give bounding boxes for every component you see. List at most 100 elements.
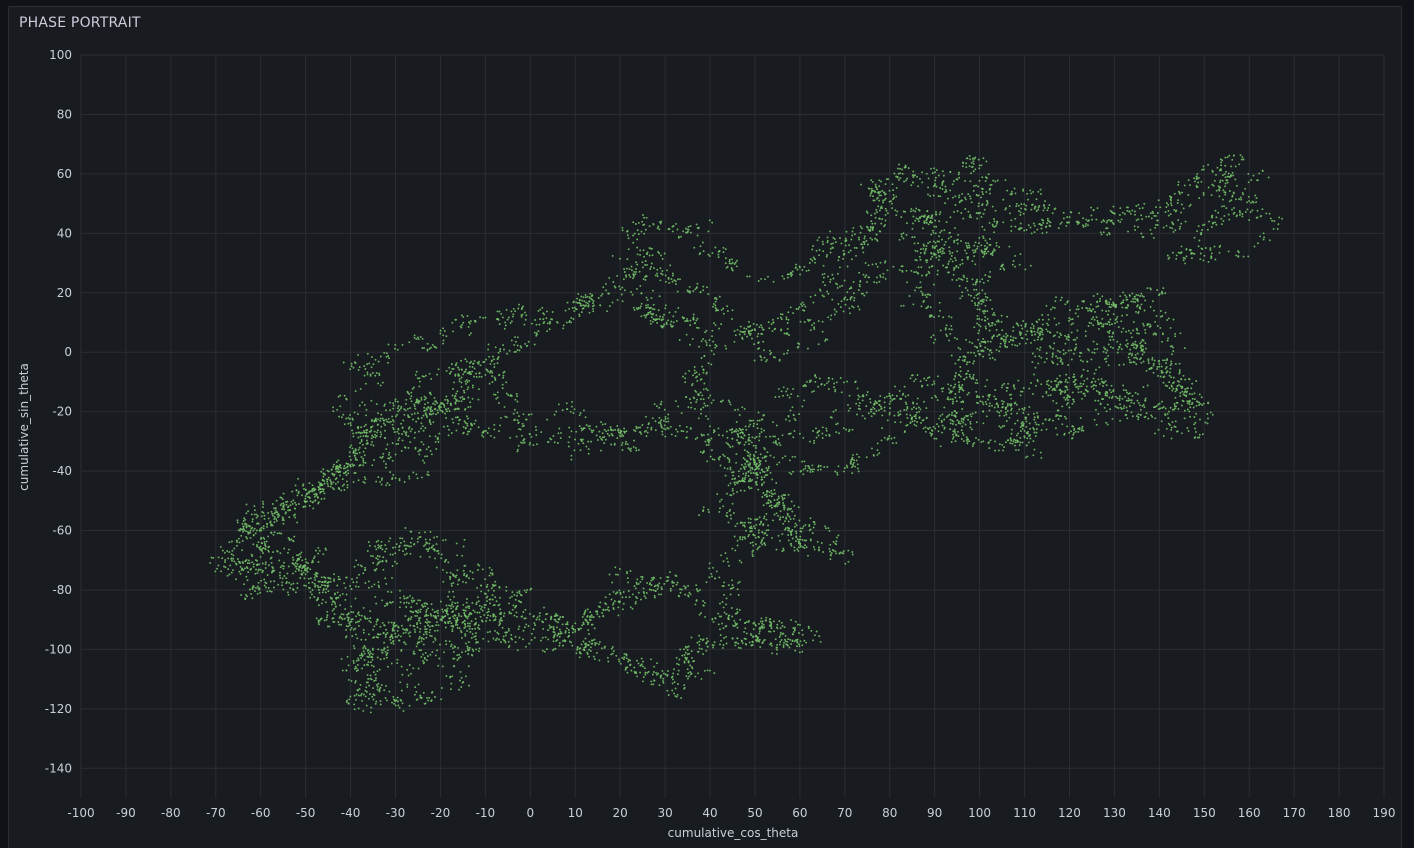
scatter-point xyxy=(1137,203,1140,206)
scatter-point xyxy=(678,339,681,341)
scatter-point xyxy=(644,278,647,281)
scatter-point xyxy=(471,424,474,427)
scatter-point xyxy=(385,582,388,585)
scatter-point xyxy=(377,636,379,639)
scatter-point xyxy=(842,257,845,260)
scatter-point xyxy=(605,430,608,433)
scatter-point xyxy=(697,590,700,593)
scatter-point xyxy=(794,620,797,623)
scatter-point xyxy=(391,415,394,418)
scatter-point xyxy=(295,559,298,562)
scatter-point xyxy=(344,636,347,639)
scatter-point xyxy=(736,637,739,640)
scatter-point xyxy=(797,549,800,552)
scatter-point xyxy=(757,280,760,282)
scatter-point xyxy=(622,658,625,660)
scatter-point xyxy=(730,607,733,609)
scatter-point xyxy=(602,614,605,617)
scatter-point xyxy=(696,641,699,644)
scatter-point xyxy=(712,399,715,402)
scatter-point xyxy=(651,578,654,581)
scatter-point xyxy=(708,425,711,428)
scatter-point xyxy=(1087,224,1089,227)
scatter-point xyxy=(552,625,555,628)
scatter-point xyxy=(394,635,397,638)
scatter-point xyxy=(371,647,374,650)
scatter-point xyxy=(371,434,374,437)
scatter-point xyxy=(389,471,392,474)
scatter-point xyxy=(364,695,367,698)
scatter-point xyxy=(516,411,519,414)
scatter-point xyxy=(675,656,678,659)
scatter-point xyxy=(665,580,668,583)
scatter-point xyxy=(363,652,366,655)
scatter-point xyxy=(1201,229,1204,231)
scatter-point xyxy=(507,640,510,643)
scatter-point xyxy=(1117,219,1120,222)
scatter-point xyxy=(794,540,797,543)
scatter-point xyxy=(770,504,773,507)
scatter-point xyxy=(633,429,635,432)
scatter-point xyxy=(502,635,505,638)
scatter-point xyxy=(1164,211,1167,214)
scatter-point xyxy=(807,625,810,628)
scatter-point xyxy=(584,416,587,419)
scatter-point xyxy=(738,608,741,611)
scatter-point xyxy=(518,636,521,639)
scatter-point xyxy=(725,430,728,433)
scatter-point xyxy=(415,337,418,340)
scatter-point xyxy=(249,531,252,534)
scatter-point xyxy=(814,294,817,297)
scatter-point xyxy=(349,465,352,468)
scatter-point xyxy=(837,259,840,262)
scatter-point xyxy=(637,221,640,224)
scatter-point xyxy=(617,429,619,432)
scatter-point xyxy=(494,580,497,583)
scatter-point xyxy=(743,333,746,336)
scatter-point xyxy=(751,527,753,530)
scatter-point xyxy=(527,625,530,627)
scatter-point xyxy=(500,617,503,620)
scatter-point xyxy=(649,322,652,325)
scatter-point xyxy=(601,423,604,426)
scatter-point xyxy=(443,330,446,332)
scatter-point xyxy=(447,595,450,598)
scatter-point xyxy=(717,434,720,436)
scatter-point xyxy=(1184,257,1187,260)
scatter-point xyxy=(1255,201,1258,204)
scatter-point xyxy=(752,425,755,428)
scatter-point xyxy=(778,643,781,646)
scatter-point xyxy=(860,227,863,230)
scatter-point xyxy=(321,479,324,482)
scatter-point xyxy=(581,624,584,627)
scatter-point xyxy=(1225,170,1227,173)
scatter-point xyxy=(392,404,395,407)
scatter-point xyxy=(944,202,947,205)
scatter-point xyxy=(571,644,574,647)
scatter-point xyxy=(913,236,916,239)
scatter-point xyxy=(417,402,420,405)
scatter-point xyxy=(467,396,470,399)
scatter-point xyxy=(413,628,416,631)
scatter-point xyxy=(267,517,270,520)
scatter-point xyxy=(564,639,567,642)
scatter-point xyxy=(717,612,720,615)
scatter-point xyxy=(855,247,858,249)
scatter-point xyxy=(1156,224,1159,226)
scatter-point xyxy=(1119,221,1122,223)
scatter-point xyxy=(818,236,821,239)
scatter-point xyxy=(445,604,448,607)
scatter-point xyxy=(274,509,277,512)
scatter-point xyxy=(657,309,660,312)
scatter-point xyxy=(398,477,401,480)
scatter-point xyxy=(758,638,761,641)
scatter-point xyxy=(765,518,768,521)
scatter-point xyxy=(397,634,400,637)
scatter-point xyxy=(612,602,615,604)
scatter-point xyxy=(768,505,771,508)
scatter-point xyxy=(711,575,713,578)
scatter-point xyxy=(505,392,508,395)
scatter-point xyxy=(744,441,747,444)
scatter-point xyxy=(461,651,463,654)
scatter-point xyxy=(452,574,455,577)
